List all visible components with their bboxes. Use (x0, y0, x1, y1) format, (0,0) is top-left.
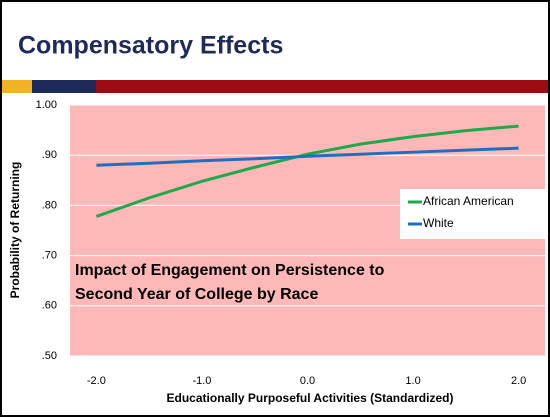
y-tick-label: 1.00 (36, 99, 57, 111)
y-tick-label: .90 (42, 149, 57, 161)
y-tick-label: .50 (42, 350, 57, 362)
slide-title: Compensatory Effects (18, 32, 283, 60)
y-axis-label: Probability of Returning (8, 162, 22, 299)
legend-label: White (423, 216, 454, 230)
x-tick-label: 0.0 (300, 375, 315, 387)
legend (400, 189, 548, 239)
series-line (96, 146, 519, 167)
stripe (32, 80, 96, 93)
x-tick-label: -1.0 (192, 375, 211, 387)
x-axis-label: Educationally Purposeful Activities (Sta… (167, 391, 454, 405)
annotation: Second Year of College by Race (75, 286, 318, 303)
y-tick-label: .60 (42, 300, 57, 312)
y-tick-label: .70 (42, 250, 57, 262)
x-tick-label: 2.0 (511, 375, 526, 387)
stripe (96, 80, 548, 93)
annotation: Impact of Engagement on Persistence to (75, 262, 385, 279)
x-tick-label: 1.0 (405, 375, 420, 387)
x-tick-label: -2.0 (87, 375, 106, 387)
series-line (95, 124, 519, 218)
stripe (2, 80, 32, 93)
y-tick-label: .80 (42, 199, 57, 211)
legend-label: African American (423, 194, 514, 208)
